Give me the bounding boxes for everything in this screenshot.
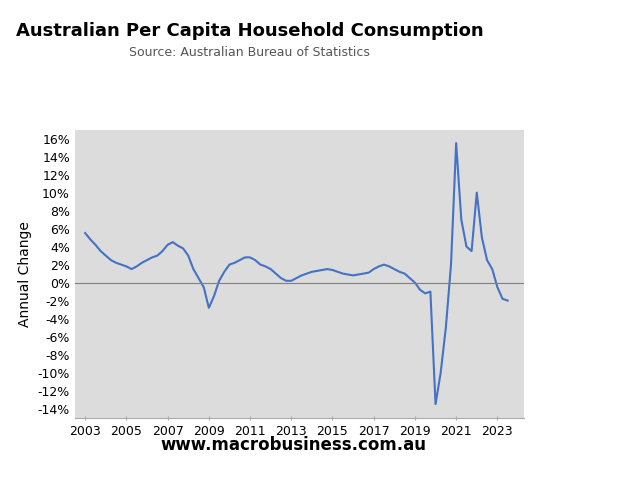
Text: Australian Per Capita Household Consumption: Australian Per Capita Household Consumpt… [16,22,484,40]
Text: BUSINESS: BUSINESS [489,47,597,66]
Text: MACRO: MACRO [502,21,583,40]
Y-axis label: Annual Change: Annual Change [18,221,32,326]
Text: www.macrobusiness.com.au: www.macrobusiness.com.au [160,436,426,454]
Text: Source: Australian Bureau of Statistics: Source: Australian Bureau of Statistics [129,46,370,59]
